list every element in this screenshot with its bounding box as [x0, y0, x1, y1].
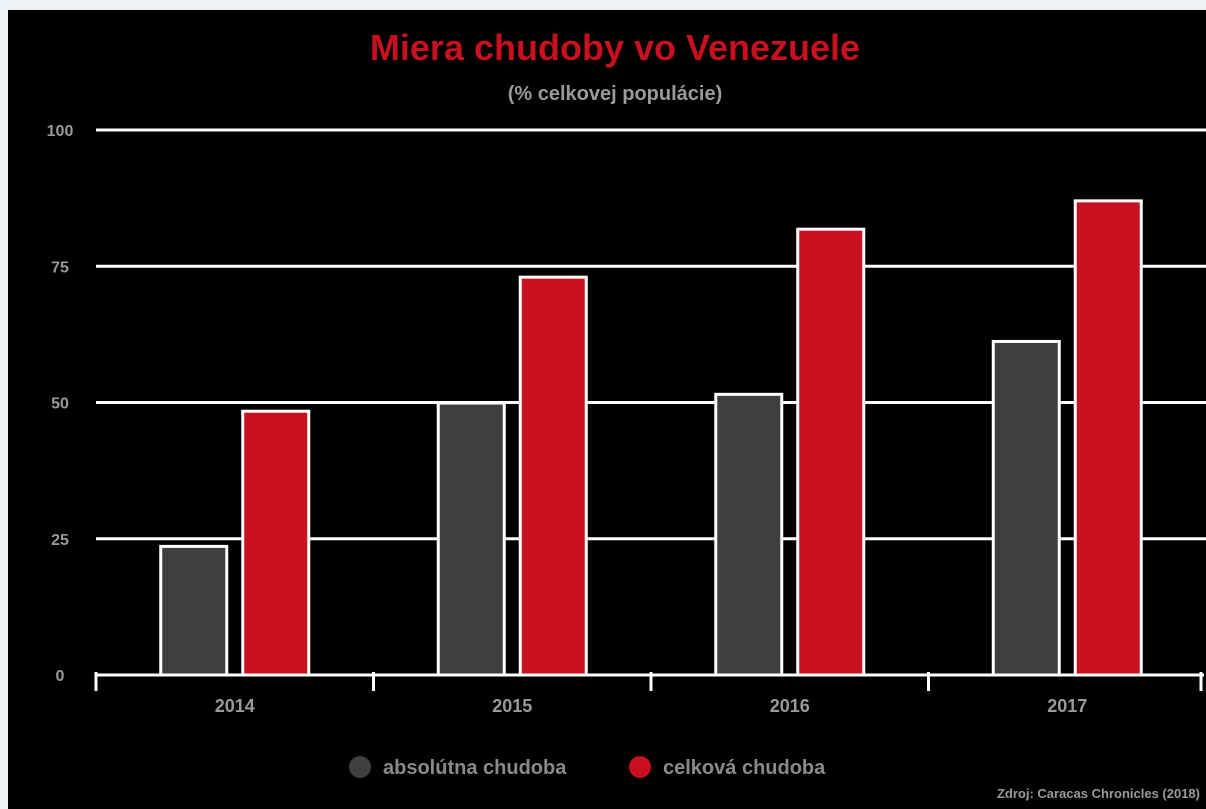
bar-total-2016 — [796, 227, 866, 677]
chart-subtitle: (% celkovej populácie) — [508, 83, 723, 105]
bar-total-2014 — [241, 409, 311, 677]
bar-absolute-2016 — [714, 392, 784, 677]
y-tick-label: 100 — [47, 123, 74, 140]
chart-title: Miera chudoby vo Venezuele — [370, 27, 860, 68]
x-tick-label: 2017 — [1047, 696, 1087, 716]
bar-absolute-2015 — [436, 401, 506, 677]
legend-label-total-poverty: celková chudoba — [663, 757, 826, 779]
x-tick-label: 2016 — [770, 696, 810, 716]
legend-swatch-total-poverty — [629, 756, 651, 778]
x-axis: 2014 2015 2016 2017 — [94, 672, 1204, 716]
legend-swatch-absolute-poverty — [349, 756, 371, 778]
x-tick-label: 2014 — [215, 696, 255, 716]
source-note: Zdroj: Caracas Chronicles (2018) — [997, 786, 1200, 801]
y-tick-label: 50 — [51, 396, 69, 413]
chart-container: Miera chudoby vo Venezuele (% celkovej p… — [8, 10, 1206, 809]
y-tick-label: 75 — [51, 259, 69, 276]
legend: absolútna chudoba celková chudoba — [349, 756, 826, 779]
x-tick-label: 2015 — [492, 696, 532, 716]
bar-absolute-2017 — [991, 339, 1061, 677]
y-tick-label: 0 — [56, 668, 65, 685]
bar-total-2017 — [1073, 199, 1143, 677]
bar-total-2015 — [518, 275, 588, 677]
bar-absolute-2014 — [159, 544, 229, 677]
y-tick-label: 25 — [51, 532, 69, 549]
legend-label-absolute-poverty: absolútna chudoba — [383, 757, 567, 779]
bar-chart: Miera chudoby vo Venezuele (% celkovej p… — [47, 27, 1206, 801]
bars — [159, 199, 1143, 677]
